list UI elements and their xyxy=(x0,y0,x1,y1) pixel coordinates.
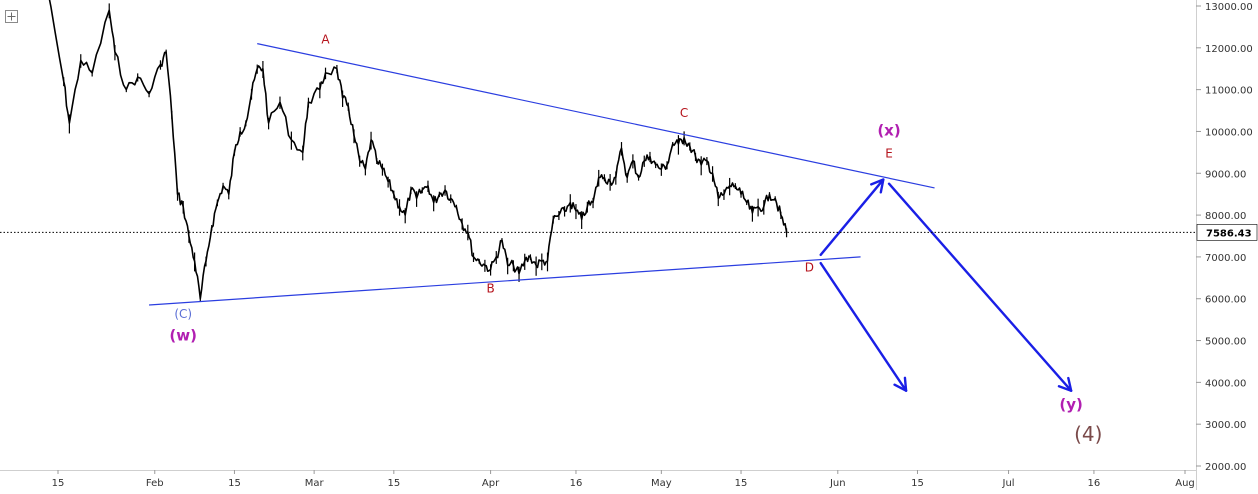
arrow-shaft xyxy=(819,178,885,257)
x-tick-label: Aug xyxy=(1175,478,1195,489)
y-tick-label: 2000.00 xyxy=(1205,462,1246,473)
y-tick-label: 10000.00 xyxy=(1205,127,1253,138)
x-tick-label: 15 xyxy=(52,478,65,489)
wave-labels: A B C D E (C) (w) (x) (y) (4) xyxy=(169,33,1102,446)
arrow-head xyxy=(1057,376,1073,392)
y-tick-label: 4000.00 xyxy=(1205,378,1246,389)
x-tick-label: Jun xyxy=(829,478,846,489)
y-tick-label: 11000.00 xyxy=(1205,86,1253,97)
wave-label: (w) xyxy=(169,327,197,345)
x-tick-label: 16 xyxy=(1088,478,1101,489)
wave-label: (x) xyxy=(877,122,900,140)
y-tick-label: 5000.00 xyxy=(1205,337,1246,348)
last-price-label: 7586.43 xyxy=(1206,228,1252,239)
price-series xyxy=(48,0,788,302)
last-price-badge xyxy=(1196,224,1258,241)
wave-label: (C) xyxy=(174,307,192,321)
x-tick-label: 15 xyxy=(735,478,748,489)
arrow-down-from-D xyxy=(819,261,908,392)
y-tick-label: 13000.00 xyxy=(1205,2,1253,13)
wave-label: E xyxy=(885,146,893,160)
last-price-marker: 7586.43 xyxy=(0,224,1258,241)
wave-label: C xyxy=(680,106,688,120)
wave-label: (y) xyxy=(1059,396,1083,414)
y-tick-label: 9000.00 xyxy=(1205,169,1246,180)
y-tick-label: 7000.00 xyxy=(1205,253,1246,264)
arrow-shaft xyxy=(819,261,908,392)
trendlines xyxy=(149,43,935,306)
x-tick-label: 15 xyxy=(228,478,241,489)
arrow-head xyxy=(870,178,885,194)
y-tick-label: 8000.00 xyxy=(1205,211,1246,222)
x-tick-label: Apr xyxy=(482,478,500,489)
wave-label: B xyxy=(486,281,494,295)
x-tick-label: Jul xyxy=(1002,478,1015,489)
crosshair-toggle-icon[interactable] xyxy=(5,10,18,23)
x-axis: 15 Feb 15 Mar 15 Apr 16 May 15 Jun 15 Jul 16 Aug xyxy=(0,470,1196,489)
y-tick-label: 3000.00 xyxy=(1205,420,1246,431)
trendline-lower xyxy=(149,256,861,306)
y-axis[interactable]: 2000.00 3000.00 4000.00 5000.00 6000.00 7000.… xyxy=(1196,0,1253,490)
x-tick-label: Mar xyxy=(305,478,325,489)
arrow-shaft xyxy=(887,182,1073,392)
arrow-up-to-E xyxy=(819,178,885,257)
x-tick-label: May xyxy=(651,478,672,489)
wave-label: A xyxy=(321,33,330,47)
x-tick-label: 15 xyxy=(387,478,400,489)
trendline-upper xyxy=(257,43,935,189)
projection-arrows xyxy=(819,178,1073,392)
wave-label: D xyxy=(805,261,814,275)
wave-label: (4) xyxy=(1074,422,1102,446)
arrow-head xyxy=(893,376,908,392)
arrow-down-from-E xyxy=(887,182,1073,392)
y-tick-label: 12000.00 xyxy=(1205,44,1253,55)
x-tick-label: 15 xyxy=(911,478,924,489)
x-tick-label: Feb xyxy=(146,478,164,489)
y-tick-label: 6000.00 xyxy=(1205,295,1246,306)
x-tick-label: 16 xyxy=(570,478,583,489)
